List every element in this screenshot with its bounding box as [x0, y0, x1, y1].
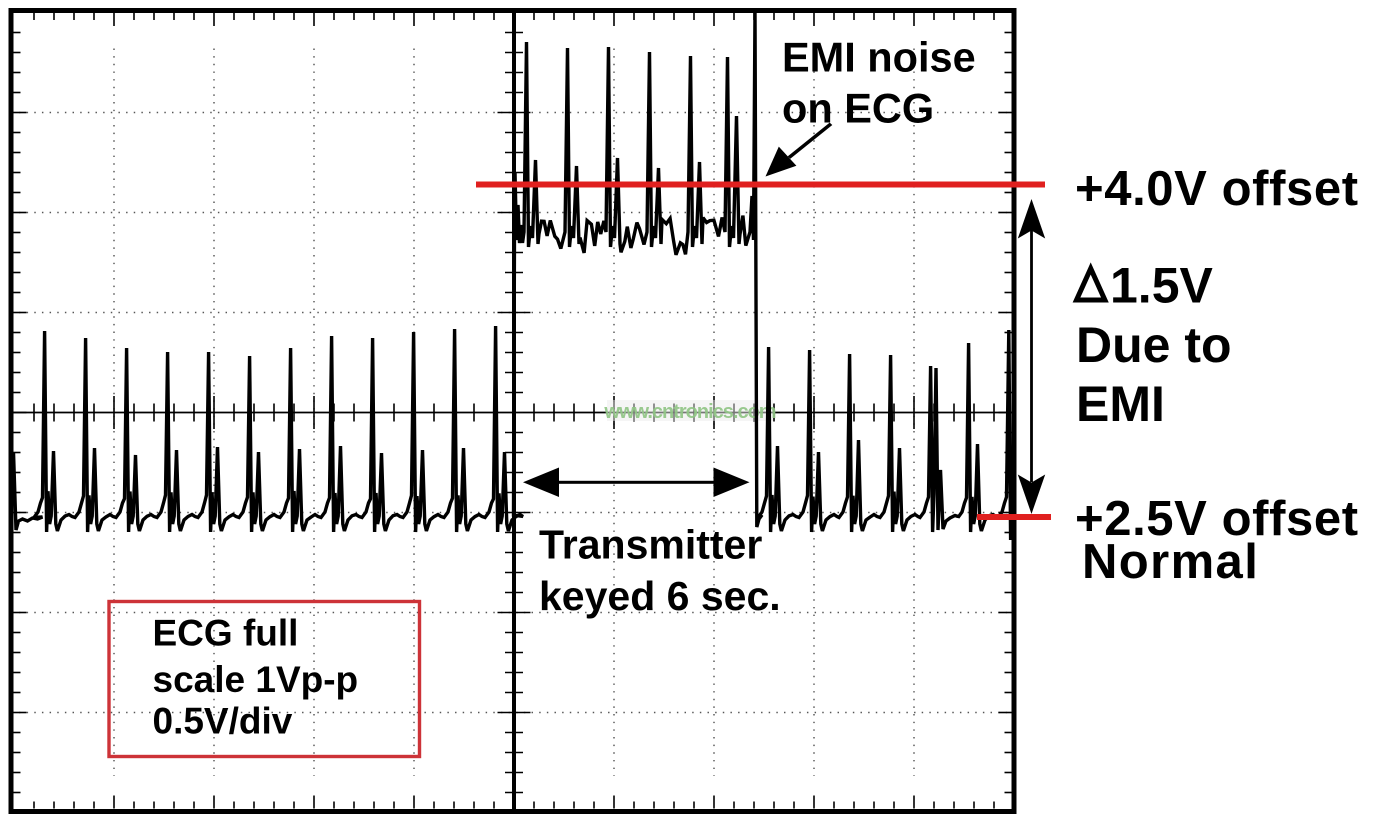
- svg-text:Due to: Due to: [1076, 317, 1232, 373]
- svg-text:EMI: EMI: [1076, 376, 1165, 432]
- svg-text:on ECG: on ECG: [782, 84, 934, 131]
- svg-text:ECG full: ECG full: [153, 613, 299, 654]
- svg-text:scale 1Vp-p: scale 1Vp-p: [153, 659, 359, 700]
- svg-text:www.cntronics.com: www.cntronics.com: [603, 401, 775, 423]
- svg-text:1.5V: 1.5V: [1110, 258, 1214, 314]
- svg-text:Normal: Normal: [1082, 535, 1259, 589]
- svg-text:EMI noise: EMI noise: [782, 34, 976, 81]
- svg-text:0.5V/div: 0.5V/div: [153, 701, 293, 742]
- svg-text:+2.5V offset: +2.5V offset: [1075, 492, 1359, 546]
- svg-text:keyed 6 sec.: keyed 6 sec.: [539, 573, 781, 619]
- svg-text:+4.0V offset: +4.0V offset: [1075, 162, 1359, 216]
- svg-text:Transmitter: Transmitter: [539, 522, 762, 568]
